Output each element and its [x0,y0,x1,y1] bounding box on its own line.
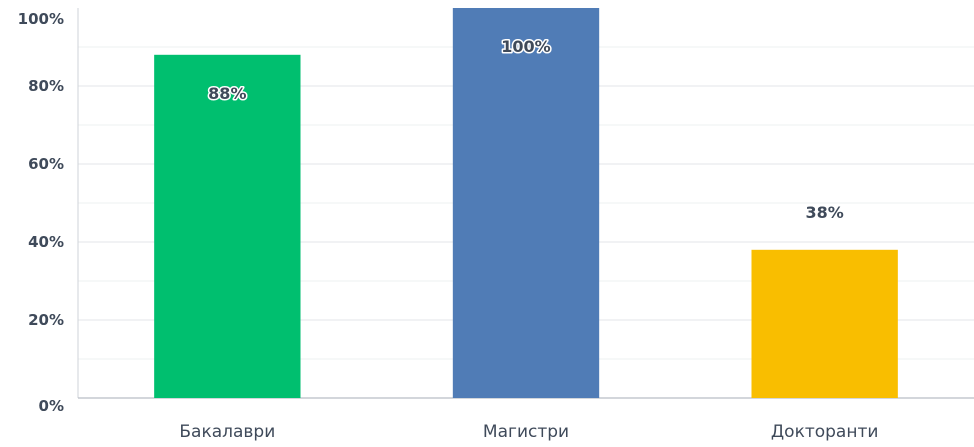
data-labels: 88% 100% 38% [207,36,844,222]
x-tick-label: Бакалаври [179,422,275,442]
data-label: 38% [806,203,844,222]
x-tick-labels: Бакалаври Магистри Докторанти [179,422,878,442]
y-tick-label: 40% [28,233,64,251]
y-tick-labels: 0% 20% 40% 60% 80% 100% [18,10,64,415]
bars [154,8,898,399]
data-label: 88% [208,84,246,103]
bar [154,54,301,399]
y-tick-label: 0% [39,397,64,415]
bar [751,249,898,398]
x-tick-label: Докторанти [771,422,879,442]
y-tick-label: 20% [28,311,64,329]
y-tick-label: 60% [28,155,64,173]
x-tick-label: Магистри [483,422,569,442]
data-label: 100% [501,37,550,56]
y-tick-label: 80% [28,77,64,95]
bar [452,8,600,398]
y-tick-label: 100% [18,10,64,28]
